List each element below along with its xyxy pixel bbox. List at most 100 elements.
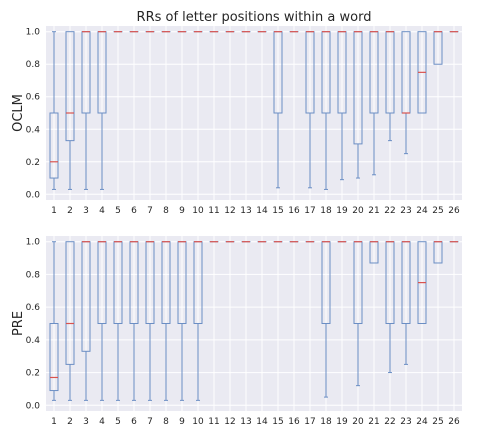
x-tick-label: 20 bbox=[352, 206, 364, 216]
box-9 bbox=[177, 241, 187, 401]
x-tick-label: 24 bbox=[416, 417, 428, 427]
box-18 bbox=[321, 31, 331, 190]
box-23 bbox=[401, 31, 411, 155]
x-tick-label: 25 bbox=[432, 206, 443, 216]
x-tick-label: 11 bbox=[208, 206, 219, 216]
box-iqr bbox=[49, 112, 59, 179]
x-tick-label: 4 bbox=[99, 417, 105, 427]
x-tick-label: 5 bbox=[115, 417, 121, 427]
box-21 bbox=[369, 241, 379, 264]
x-tick-label: 12 bbox=[224, 206, 235, 216]
plot-area bbox=[46, 236, 462, 411]
x-tick-label: 17 bbox=[304, 417, 315, 427]
x-tick-label: 24 bbox=[416, 206, 428, 216]
panel-pre: 0.00.20.40.60.81.01 2 3 4 5 6 7 8 9 10 11 12 13 14 15 1… bbox=[11, 236, 462, 427]
x-tick-label: 26 bbox=[448, 206, 460, 216]
x-tick-label: 16 bbox=[288, 206, 300, 216]
x-tick-label: 10 bbox=[192, 417, 204, 427]
box-25 bbox=[433, 241, 443, 264]
box-10 bbox=[193, 241, 203, 401]
x-tick-label: 9 bbox=[179, 417, 185, 427]
x-tick-label: 15 bbox=[272, 417, 283, 427]
x-tick-label: 1 bbox=[51, 206, 57, 216]
box-iqr bbox=[65, 241, 75, 365]
box-7 bbox=[145, 241, 155, 401]
x-tick-label: 2 bbox=[67, 417, 73, 427]
y-tick-label: 0.4 bbox=[26, 336, 41, 346]
x-tick-label: 12 bbox=[224, 417, 235, 427]
box-1 bbox=[49, 241, 59, 401]
box-20 bbox=[353, 31, 363, 179]
x-tick-label: 16 bbox=[288, 417, 300, 427]
x-tick-label: 17 bbox=[304, 206, 315, 216]
x-tick-label: 19 bbox=[336, 206, 348, 216]
box-2 bbox=[65, 31, 75, 190]
x-tick-label: 14 bbox=[256, 417, 268, 427]
y-tick-label: 1.0 bbox=[26, 238, 41, 248]
box-3 bbox=[81, 31, 91, 190]
x-tick-label: 6 bbox=[131, 206, 137, 216]
box-18 bbox=[321, 241, 331, 398]
x-tick-label: 22 bbox=[384, 206, 395, 216]
x-tick-label: 20 bbox=[352, 417, 364, 427]
x-tick-label: 15 bbox=[272, 206, 283, 216]
x-tick-label: 13 bbox=[240, 206, 251, 216]
x-tick-label: 14 bbox=[256, 206, 268, 216]
box-19 bbox=[337, 31, 347, 181]
x-tick-label: 3 bbox=[83, 206, 89, 216]
y-tick-label: 1.0 bbox=[26, 28, 41, 38]
x-tick-label: 8 bbox=[163, 417, 169, 427]
x-tick-label: 21 bbox=[368, 206, 379, 216]
x-tick-label: 7 bbox=[147, 206, 153, 216]
y-axis-label: PRE bbox=[11, 311, 26, 336]
box-5 bbox=[113, 241, 123, 401]
box-22 bbox=[385, 241, 395, 374]
box-6 bbox=[129, 241, 139, 401]
box-15 bbox=[273, 31, 283, 189]
box-24 bbox=[417, 31, 427, 114]
x-tick-label: 1 bbox=[51, 417, 57, 427]
x-tick-label: 13 bbox=[240, 417, 251, 427]
box-22 bbox=[385, 31, 395, 142]
y-tick-label: 0.8 bbox=[26, 60, 41, 70]
y-tick-label: 0.2 bbox=[26, 369, 40, 379]
box-23 bbox=[401, 241, 411, 365]
box-1 bbox=[49, 31, 59, 190]
panel-oclm: 0.00.20.40.60.81.01 2 3 4 5 6 7 8 9 10 11 12 13 14 15 1… bbox=[11, 26, 462, 216]
box-8 bbox=[161, 241, 171, 401]
box-4 bbox=[97, 241, 107, 401]
box-17 bbox=[305, 31, 315, 189]
x-tick-label: 23 bbox=[400, 206, 411, 216]
box-2 bbox=[65, 241, 75, 401]
x-tick-label: 10 bbox=[192, 206, 204, 216]
x-tick-label: 26 bbox=[448, 417, 460, 427]
x-tick-label: 23 bbox=[400, 417, 411, 427]
box-25 bbox=[433, 31, 443, 65]
x-tick-label: 3 bbox=[83, 417, 89, 427]
x-tick-label: 21 bbox=[368, 417, 379, 427]
x-tick-label: 11 bbox=[208, 417, 219, 427]
box-iqr bbox=[49, 323, 59, 392]
x-tick-label: 18 bbox=[320, 206, 332, 216]
x-tick-label: 9 bbox=[179, 206, 185, 216]
y-tick-label: 0.0 bbox=[26, 401, 41, 411]
y-tick-label: 0.0 bbox=[26, 190, 41, 200]
y-tick-label: 0.2 bbox=[26, 158, 40, 168]
plot-area bbox=[46, 26, 462, 200]
y-tick-label: 0.8 bbox=[26, 270, 41, 280]
x-tick-label: 19 bbox=[336, 417, 348, 427]
x-tick-label: 2 bbox=[67, 206, 73, 216]
box-4 bbox=[97, 31, 107, 190]
x-tick-label: 5 bbox=[115, 206, 121, 216]
y-tick-label: 0.6 bbox=[26, 303, 41, 313]
x-tick-label: 18 bbox=[320, 417, 332, 427]
y-tick-label: 0.6 bbox=[26, 93, 41, 103]
x-tick-label: 6 bbox=[131, 417, 137, 427]
box-21 bbox=[369, 31, 379, 176]
x-tick-label: 7 bbox=[147, 417, 153, 427]
x-tick-label: 4 bbox=[99, 206, 105, 216]
x-tick-label: 25 bbox=[432, 417, 443, 427]
box-iqr bbox=[65, 31, 75, 142]
x-tick-label: 8 bbox=[163, 206, 169, 216]
